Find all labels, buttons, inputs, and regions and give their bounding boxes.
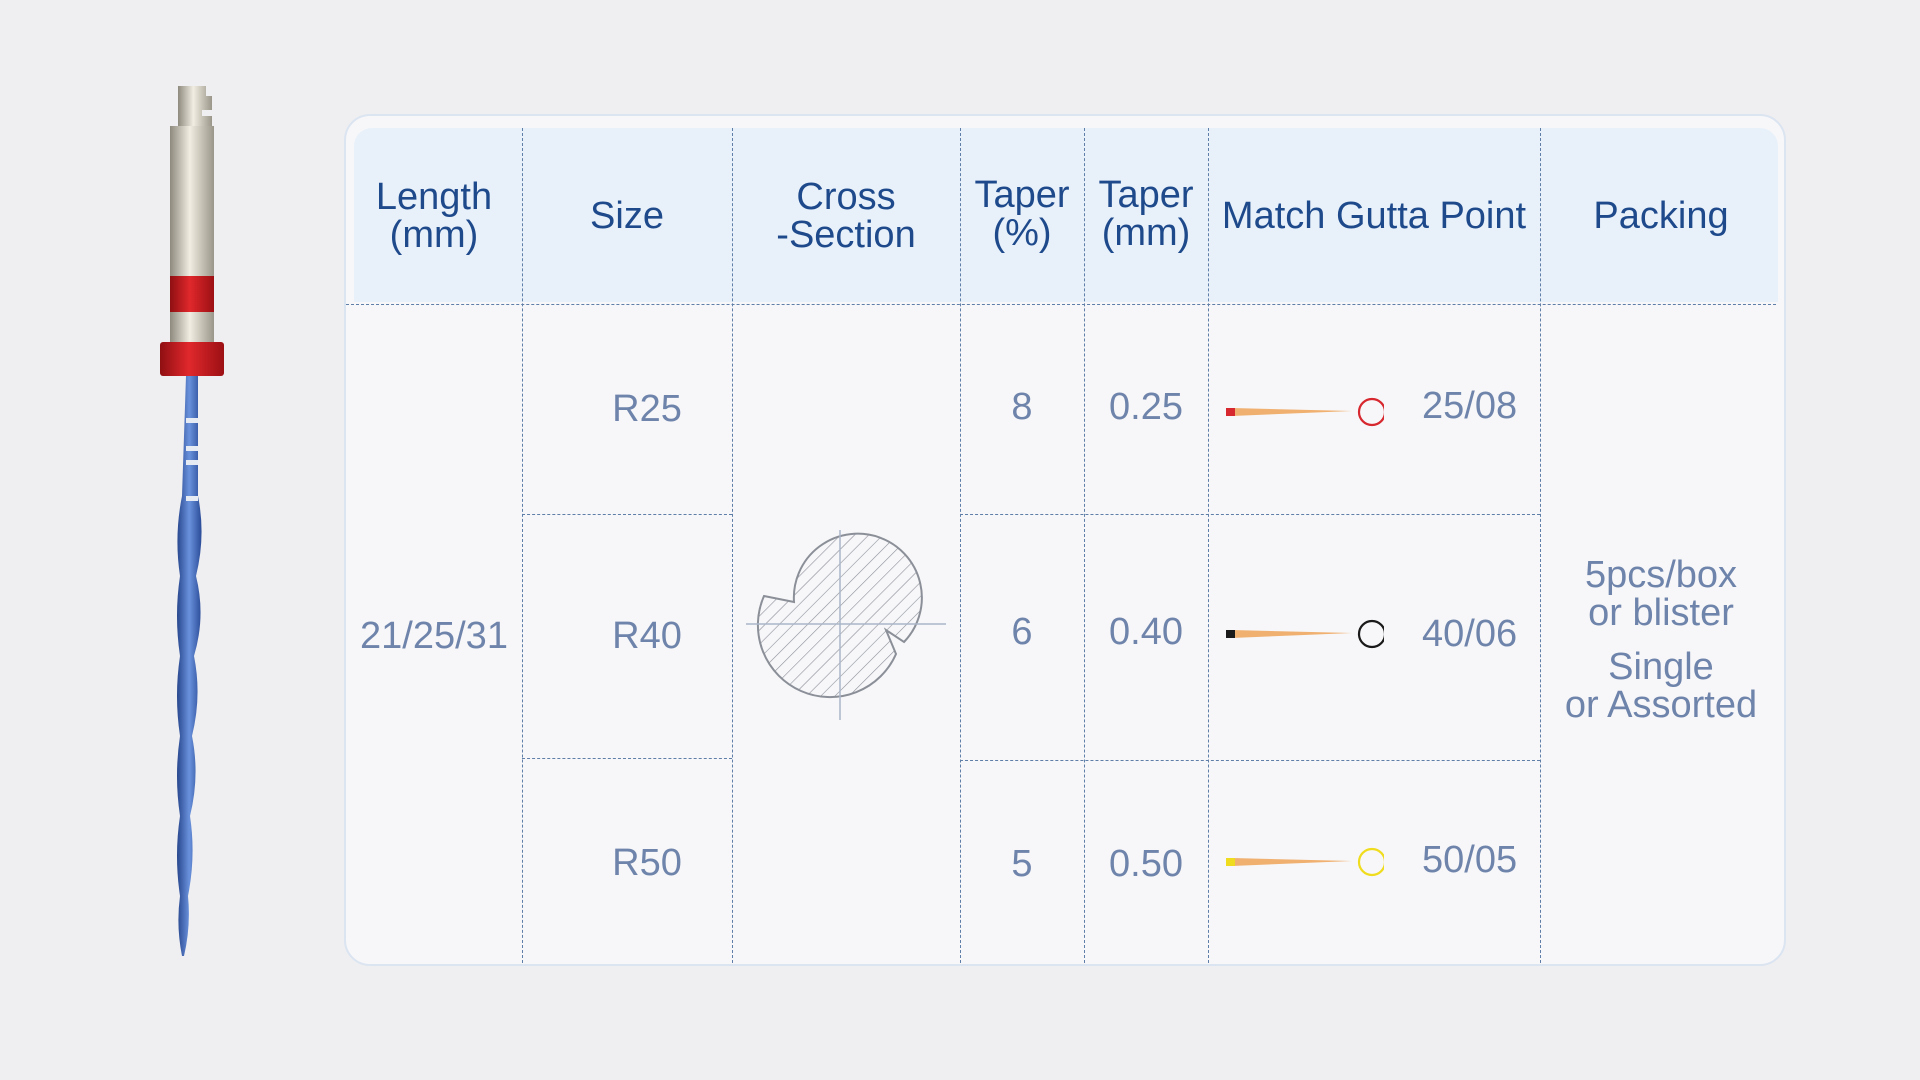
- taper-mm-cell: 0.25: [1109, 386, 1183, 428]
- packing-line: or blister: [1588, 592, 1734, 634]
- cross-section-diagram: [746, 530, 946, 720]
- header-length: Length (mm): [375, 176, 493, 256]
- col-divider: [1540, 128, 1541, 964]
- packing-line: 5pcs/box: [1584, 554, 1738, 596]
- header-taper-percent: Taper (%): [974, 174, 1070, 254]
- col-divider: [522, 128, 523, 964]
- size-color-marker: [1357, 847, 1384, 877]
- gutta-point-icon: [1226, 397, 1384, 427]
- endodontic-file-illustration: [160, 86, 224, 956]
- size-cell: R50: [612, 842, 682, 884]
- taper-mm-cell: 0.50: [1109, 843, 1183, 885]
- row-divider: [960, 514, 1540, 515]
- taper-mm-cell: 0.40: [1109, 611, 1183, 653]
- header-divider: [346, 304, 1776, 305]
- size-color-marker: [1357, 397, 1384, 427]
- row-divider: [522, 514, 732, 515]
- length-value: 21/25/31: [360, 615, 508, 657]
- row-divider: [522, 758, 732, 759]
- col-divider: [1208, 128, 1209, 964]
- header-packing: Packing: [1593, 195, 1729, 237]
- taper-percent-cell: 8: [1011, 386, 1033, 428]
- gutta-point-label: 50/05: [1422, 839, 1518, 881]
- col-divider: [732, 128, 733, 964]
- gutta-point-icon: [1226, 847, 1384, 877]
- col-divider: [960, 128, 961, 964]
- spec-table: Length (mm) Size Cross -Section Taper (%…: [344, 114, 1786, 966]
- packing-text: 5pcs/box or blister Single or Assorted: [1540, 556, 1782, 724]
- packing-line: Single: [1608, 646, 1714, 688]
- header-size: Size: [590, 195, 664, 237]
- gutta-point-icon: [1226, 619, 1384, 649]
- file-handle: [160, 86, 224, 376]
- taper-percent-cell: 5: [1011, 843, 1033, 885]
- size-cell: R40: [612, 615, 682, 657]
- packing-line: or Assorted: [1564, 684, 1758, 726]
- size-color-marker: [1357, 619, 1384, 649]
- taper-percent-cell: 6: [1011, 611, 1033, 653]
- col-divider: [1084, 128, 1085, 964]
- gutta-point-label: 40/06: [1422, 613, 1518, 655]
- row-divider: [960, 760, 1540, 761]
- gutta-point-label: 25/08: [1422, 385, 1518, 427]
- file-shaft: [177, 376, 202, 956]
- size-cell: R25: [612, 388, 682, 430]
- header-match-gutta-point: Match Gutta Point: [1221, 195, 1527, 237]
- header-cross-section: Cross -Section: [776, 176, 916, 256]
- header-taper-mm: Taper (mm): [1098, 174, 1194, 254]
